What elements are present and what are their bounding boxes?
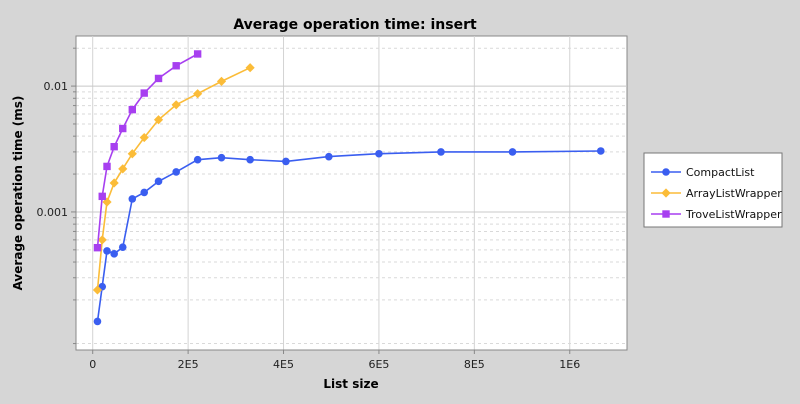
data-point [246, 155, 254, 164]
data-point [171, 100, 181, 110]
data-point [172, 62, 180, 70]
data-point [154, 177, 163, 186]
data-point [193, 155, 202, 164]
data-point [103, 162, 111, 171]
grid [76, 36, 627, 350]
data-point [103, 247, 111, 255]
data-point [110, 249, 118, 258]
legend-swatch-marker [662, 168, 670, 176]
legend-swatch-marker [662, 210, 670, 218]
x-tick-label: 8E5 [464, 358, 485, 371]
legend-entry: ArrayListWrapper [651, 187, 782, 200]
y-tick-label: 0.01 [44, 80, 69, 93]
data-point [282, 157, 290, 166]
chart-title: Average operation time: insert [233, 17, 477, 33]
series-CompactList [93, 147, 605, 326]
legend-label: CompactList [686, 166, 755, 179]
data-point [118, 243, 127, 251]
data-point [217, 153, 226, 162]
data-point [93, 243, 102, 252]
tick-labels: 0 2E5 4E5 6E5 8E5 1E6 0.001 0.01 [37, 80, 581, 371]
data-point [119, 124, 127, 133]
x-tick-label: 2E5 [178, 358, 199, 371]
data-point [118, 164, 128, 174]
data-point [375, 149, 383, 158]
data-point [153, 115, 164, 125]
data-point [109, 178, 119, 188]
data-point [110, 142, 118, 151]
y-tick-label: 0.001 [37, 206, 69, 219]
data-point [193, 50, 202, 58]
x-tick-label: 0 [89, 358, 96, 371]
data-point [596, 147, 605, 155]
data-point [508, 148, 517, 156]
data-point [93, 317, 102, 326]
data-point [128, 195, 137, 203]
legend: CompactList ArrayListWrapper TroveListWrap… [643, 152, 783, 228]
x-tick-label: 6E5 [368, 358, 389, 371]
legend-label: TroveListWrapper [685, 208, 782, 221]
data-point [140, 188, 149, 197]
series-line [96, 53, 198, 248]
data-point [92, 285, 103, 295]
data-point [127, 149, 137, 159]
data-point [139, 132, 149, 143]
legend-entry: TroveListWrapper [651, 208, 782, 221]
series [92, 50, 605, 326]
series-line [96, 66, 251, 290]
data-point [97, 235, 107, 245]
data-point [437, 148, 445, 156]
data-point [216, 76, 227, 86]
legend-entry: CompactList [651, 166, 755, 179]
data-point [98, 192, 106, 201]
x-tick-label: 1E6 [559, 358, 580, 371]
data-point [140, 89, 148, 97]
plot-area [75, 35, 628, 351]
data-point [325, 152, 333, 161]
legend-swatch-marker [661, 188, 671, 198]
data-point [172, 168, 180, 176]
data-point [128, 105, 136, 114]
legend-label: ArrayListWrapper [686, 187, 782, 200]
axes [71, 36, 627, 354]
data-point [193, 89, 203, 99]
x-tick-label: 4E5 [273, 358, 294, 371]
x-axis-label: List size [323, 377, 378, 391]
y-axis-label: Average operation time (ms) [11, 96, 25, 291]
series-TroveListWrapper [93, 50, 202, 252]
data-point [245, 63, 255, 73]
data-point [154, 74, 163, 83]
series-ArrayListWrapper [92, 63, 255, 295]
